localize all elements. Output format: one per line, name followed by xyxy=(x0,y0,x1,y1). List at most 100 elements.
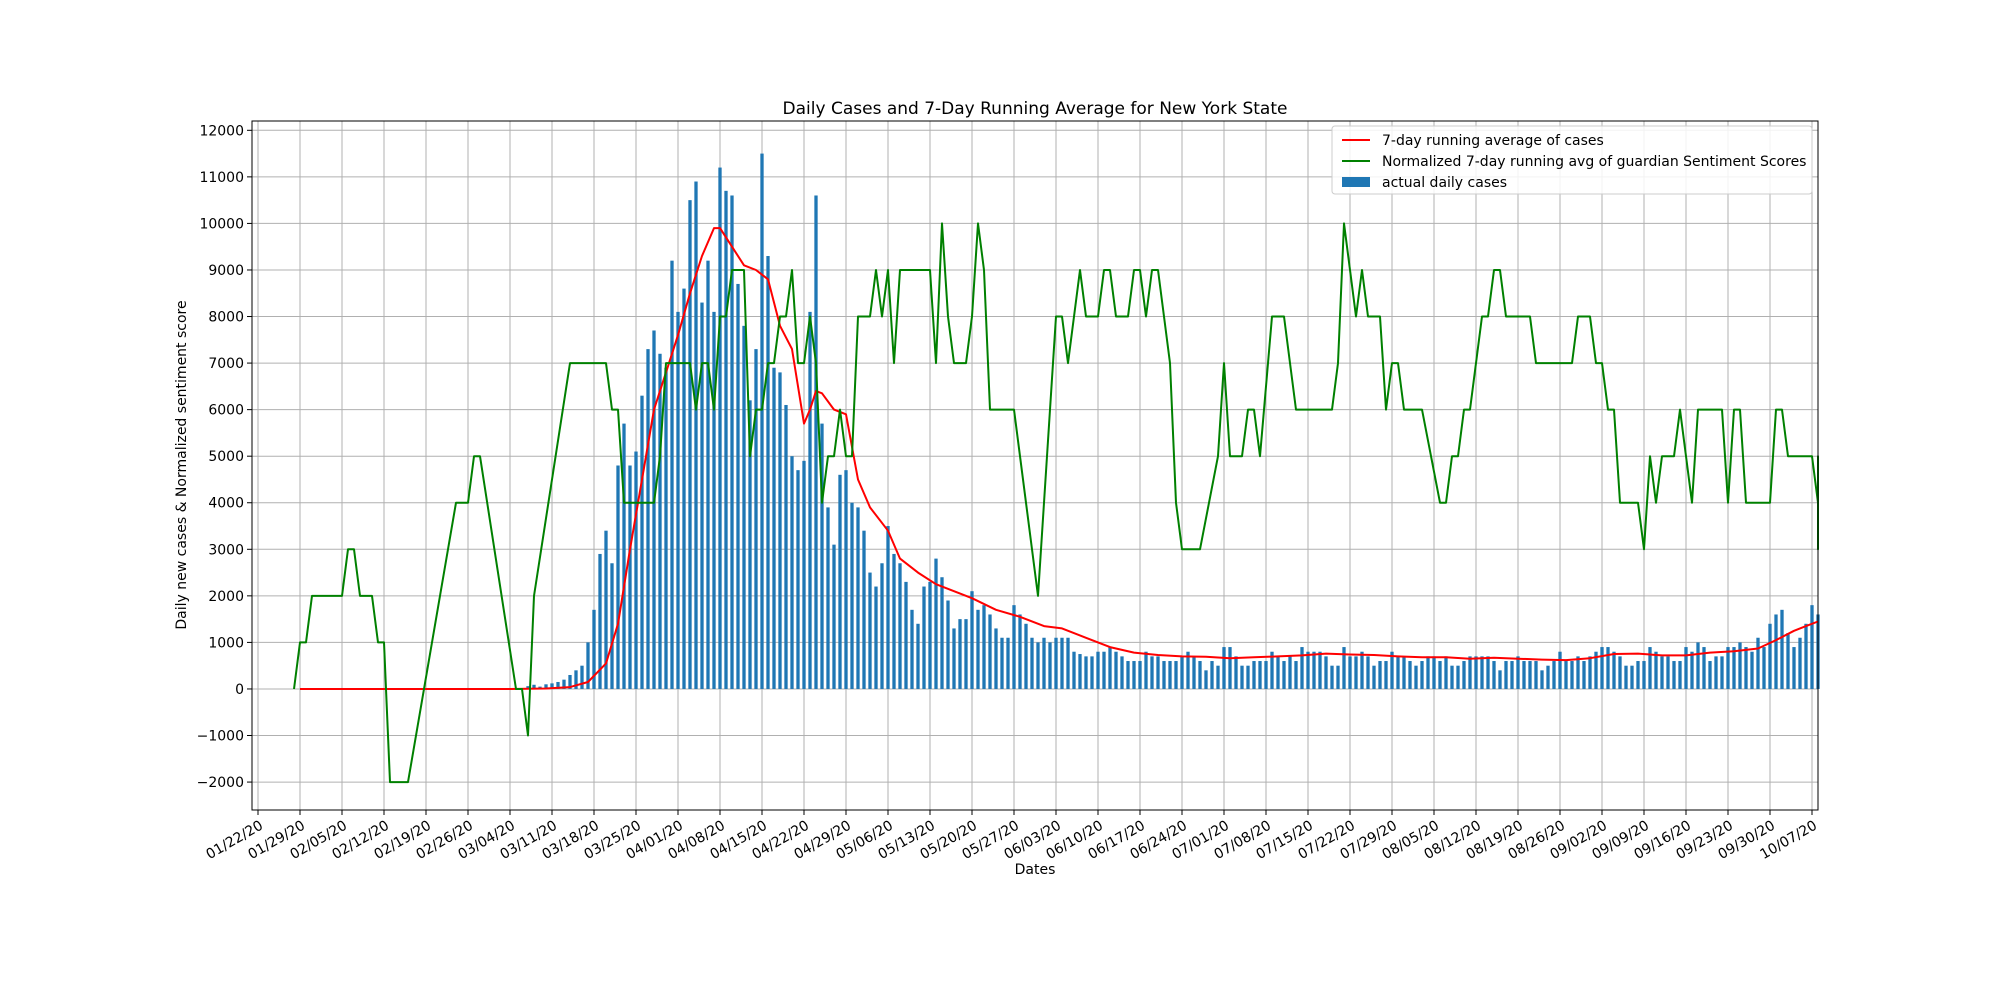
bar-daily-cases xyxy=(526,686,530,689)
bar-daily-cases xyxy=(712,311,716,689)
bar-daily-cases xyxy=(1504,661,1508,689)
bar-daily-cases xyxy=(1066,637,1070,689)
bar-daily-cases xyxy=(844,470,848,689)
bar-daily-cases xyxy=(718,167,722,689)
bar-daily-cases xyxy=(1672,661,1676,689)
bar-daily-cases xyxy=(634,451,638,689)
bar-daily-cases xyxy=(562,679,566,689)
bar-daily-cases xyxy=(1000,637,1004,689)
bar-daily-cases xyxy=(1732,647,1736,689)
bar-daily-cases xyxy=(1612,651,1616,689)
bar-daily-cases xyxy=(688,200,692,689)
bar-daily-cases xyxy=(958,619,962,689)
y-tick-label: 2000 xyxy=(208,589,244,605)
bar-daily-cases xyxy=(1570,661,1574,689)
bar-daily-cases xyxy=(1114,651,1118,689)
bar-daily-cases xyxy=(1300,647,1304,689)
bar-daily-cases xyxy=(1192,656,1196,689)
bar-daily-cases xyxy=(856,507,860,689)
bar-daily-cases xyxy=(1606,647,1610,689)
bar-daily-cases xyxy=(1018,614,1022,689)
bar-daily-cases xyxy=(1060,637,1064,689)
bar-daily-cases xyxy=(1216,665,1220,689)
bar-daily-cases xyxy=(1702,647,1706,689)
bar-daily-cases xyxy=(568,674,572,689)
bar-daily-cases xyxy=(754,349,758,689)
bar-daily-cases xyxy=(916,623,920,689)
bar-daily-cases xyxy=(1432,656,1436,689)
bar-daily-cases xyxy=(1126,661,1130,689)
bar-daily-cases xyxy=(1780,609,1784,689)
legend-label: 7-day running average of cases xyxy=(1382,133,1604,149)
bar-daily-cases xyxy=(1450,665,1454,689)
bar-daily-cases xyxy=(1426,656,1430,689)
bar-daily-cases xyxy=(1618,656,1622,689)
bar-daily-cases xyxy=(1804,623,1808,689)
bar-daily-cases xyxy=(1378,661,1382,689)
bar-daily-cases xyxy=(1660,656,1664,689)
bar-daily-cases xyxy=(694,181,698,689)
bar-daily-cases xyxy=(1786,633,1790,689)
running-average-line xyxy=(300,227,1819,690)
grid-layer xyxy=(252,121,1818,810)
bar-daily-cases xyxy=(1246,665,1250,689)
bar-daily-cases xyxy=(1372,665,1376,689)
bar-daily-cases xyxy=(922,586,926,689)
bar-daily-cases xyxy=(1690,651,1694,689)
legend: 7-day running average of cases Normalized… xyxy=(1331,125,1813,195)
bar-daily-cases xyxy=(1576,656,1580,689)
bar-daily-cases xyxy=(874,586,878,689)
bar-daily-cases xyxy=(952,628,956,689)
bar-daily-cases xyxy=(742,325,746,689)
bar-daily-cases xyxy=(1564,661,1568,689)
bar-daily-cases xyxy=(1738,642,1742,689)
bar-daily-cases xyxy=(772,367,776,689)
bar-daily-cases xyxy=(1240,665,1244,689)
bar-daily-cases xyxy=(532,684,536,689)
bar-daily-cases xyxy=(928,581,932,689)
bar-daily-cases xyxy=(1720,656,1724,689)
bar-daily-cases xyxy=(1414,665,1418,689)
bar-daily-cases xyxy=(1582,661,1586,689)
legend-bar-swatch xyxy=(1342,177,1370,187)
bar-daily-cases xyxy=(898,563,902,689)
bar-daily-cases xyxy=(1774,614,1778,689)
bar-daily-cases xyxy=(1552,661,1556,689)
bar-daily-cases xyxy=(628,465,632,689)
bar-daily-cases xyxy=(1624,665,1628,689)
bar-daily-cases xyxy=(1648,647,1652,689)
bar-daily-cases xyxy=(1222,647,1226,689)
bar-daily-cases xyxy=(1726,647,1730,689)
bar-daily-cases xyxy=(1396,656,1400,689)
bar-daily-cases xyxy=(1696,642,1700,689)
bar-daily-cases xyxy=(700,302,704,689)
bar-daily-cases xyxy=(1498,670,1502,689)
bar-daily-cases xyxy=(1714,656,1718,689)
bar-daily-cases xyxy=(1054,637,1058,689)
bar-daily-cases xyxy=(1144,651,1148,689)
bar-daily-cases xyxy=(1138,661,1142,689)
bar-daily-cases xyxy=(664,367,668,689)
bar-daily-cases xyxy=(934,558,938,689)
bar-daily-cases xyxy=(1420,661,1424,689)
bar-daily-cases xyxy=(1072,651,1076,689)
bar-daily-cases xyxy=(1444,656,1448,689)
bar-daily-cases xyxy=(604,530,608,689)
bar-daily-cases xyxy=(826,507,830,689)
bar-daily-cases xyxy=(1036,642,1040,689)
bar-daily-cases xyxy=(1684,647,1688,689)
bar-daily-cases xyxy=(1546,665,1550,689)
bar-daily-cases xyxy=(598,553,602,689)
bar-daily-cases xyxy=(1558,651,1562,689)
bar-daily-cases xyxy=(1330,665,1334,689)
bar-daily-cases xyxy=(808,311,812,689)
bar-daily-cases xyxy=(790,456,794,689)
bar-daily-cases xyxy=(1390,651,1394,689)
x-axis: 01/22/2001/29/2002/05/2002/12/2002/19/20… xyxy=(204,810,1820,863)
bar-daily-cases xyxy=(1228,647,1232,689)
bar-daily-cases xyxy=(1750,651,1754,689)
y-tick-label: 10000 xyxy=(199,216,244,232)
bar-daily-cases xyxy=(868,572,872,689)
bar-daily-cases xyxy=(1594,651,1598,689)
